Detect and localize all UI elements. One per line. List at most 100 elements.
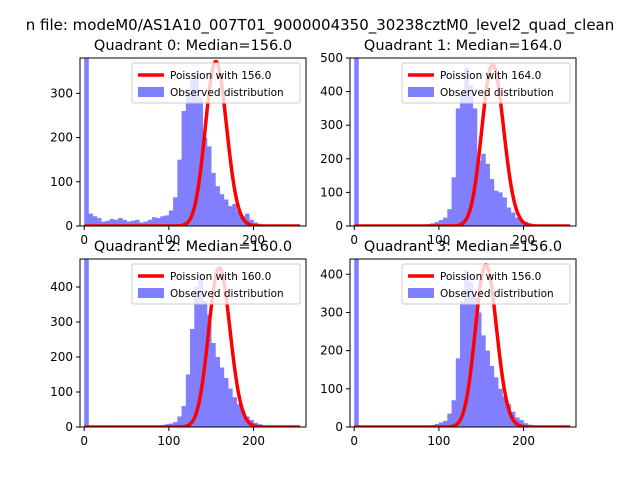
legend-box [401, 62, 571, 104]
hist-bar [443, 420, 448, 427]
y-tick-label: 0 [335, 420, 343, 434]
hist-bar [177, 159, 182, 226]
legend-hist-swatch [408, 288, 434, 298]
legend-hist-label: Observed distribution [440, 288, 554, 300]
hist-bar [206, 315, 212, 427]
hist-bar [434, 221, 440, 226]
legend: Poission with 164.0 Observed distribution [401, 62, 571, 104]
hist-bar [113, 219, 119, 226]
hist-bar [156, 218, 161, 226]
hist-bar [460, 91, 465, 226]
hist-bar [240, 411, 246, 427]
hist-bar [515, 217, 520, 226]
hist-bar [202, 137, 208, 226]
y-tick-label: 300 [320, 305, 343, 319]
hist-bar [464, 68, 469, 226]
hist-bar [223, 199, 229, 226]
y-tick-label: 300 [50, 86, 73, 100]
hist-bar [447, 209, 452, 226]
hist-bar [443, 217, 448, 226]
hist-bar [194, 287, 199, 427]
hist-bar [493, 190, 499, 226]
x-tick-label: 200 [512, 233, 535, 247]
hist-bar [96, 218, 102, 226]
hist-bar [481, 153, 486, 226]
hist-bar [455, 108, 461, 226]
axes-title: Quadrant 3: Median=156.0 [364, 239, 562, 255]
hist-bar [476, 160, 482, 226]
plot-area [353, 259, 571, 427]
hist-bar [228, 206, 233, 226]
x-tick-label: 100 [427, 233, 450, 247]
hist-bar [489, 178, 495, 226]
y-tick-label: 100 [320, 382, 343, 396]
hist-bar [84, 58, 89, 226]
y-tick-label: 400 [320, 267, 343, 281]
hist-bar [118, 218, 123, 226]
hist-bar [101, 221, 106, 226]
hist-bar [147, 219, 153, 226]
axes-title: Quadrant 2: Median=160.0 [94, 239, 292, 255]
hist-bar [485, 350, 490, 427]
hist-bar [198, 280, 204, 427]
legend-box [401, 263, 571, 305]
legend-fit-label: Poission with 156.0 [170, 70, 271, 82]
legend-hist-label: Observed distribution [440, 87, 554, 99]
hist-bar [506, 404, 512, 427]
y-tick-label: 100 [50, 385, 73, 399]
hist-bar [211, 343, 216, 427]
legend-fit-label: Poission with 164.0 [440, 70, 541, 82]
hist-bar [451, 400, 457, 427]
hist-bar [468, 84, 474, 226]
hist-bar [185, 374, 191, 427]
hist-bar [105, 220, 110, 226]
hist-bar [219, 194, 225, 226]
hist-bar [122, 219, 127, 226]
hist-bar [354, 259, 359, 427]
y-tick-label: 200 [320, 152, 343, 166]
hist-bar [464, 270, 469, 427]
legend-box [131, 62, 301, 104]
axes-title: Quadrant 0: Median=156.0 [94, 38, 292, 54]
panel-quadrant-2: Quadrant 2: Median=160.0 0 100 200 0 100 200 30… [50, 239, 307, 448]
y-tick-label: 100 [50, 175, 73, 189]
hist-bar [460, 301, 465, 427]
hist-bar [472, 108, 478, 226]
legend-hist-swatch [138, 87, 164, 97]
hist-bar [236, 404, 242, 427]
hist-bar [223, 378, 229, 427]
hist-bar [476, 312, 482, 427]
legend-hist-swatch [408, 87, 434, 97]
axes-frame [349, 258, 577, 428]
hist-bar [219, 367, 225, 427]
y-tick-label: 0 [65, 420, 73, 434]
hist-bar [354, 58, 359, 226]
hist-bar [493, 377, 499, 427]
x-tick-label: 0 [350, 233, 358, 247]
hist-bar [438, 219, 444, 226]
hist-bar [206, 146, 212, 226]
hist-bar [143, 221, 149, 226]
hist-bar [190, 80, 195, 226]
hist-bar [88, 213, 93, 226]
y-tick-label: 200 [50, 131, 73, 145]
hist-bar [190, 329, 195, 427]
hist-bar [485, 163, 490, 226]
y-tick-label: 0 [335, 219, 343, 233]
hist-bar [177, 416, 182, 427]
hist-bar [173, 197, 178, 226]
x-tick-label: 200 [512, 434, 535, 448]
hist-bar [194, 71, 199, 226]
hist-bar [447, 413, 452, 427]
hist-bar [498, 192, 503, 226]
hist-bar [510, 212, 516, 226]
hist-bar [438, 422, 444, 427]
hist-bar [92, 216, 98, 226]
axes-frame [79, 57, 307, 227]
y-tick-label: 200 [320, 344, 343, 358]
hist-bar [215, 186, 220, 226]
legend-fit-label: Poission with 160.0 [170, 271, 271, 283]
y-tick-label: 300 [50, 315, 73, 329]
x-tick-label: 200 [242, 434, 265, 448]
